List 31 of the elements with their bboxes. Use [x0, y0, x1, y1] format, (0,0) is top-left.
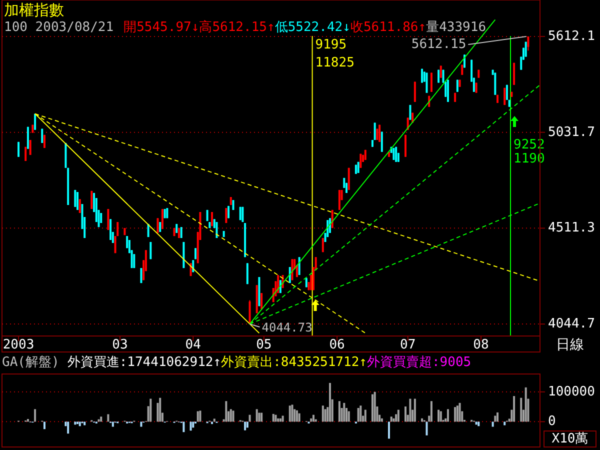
x-tick-label: 08: [473, 338, 489, 353]
annotation: 5612.15: [411, 36, 466, 52]
annotation: 9195: [315, 38, 347, 53]
y-tick-label: 4044.7: [548, 316, 595, 332]
annotation: 4044.73: [262, 320, 312, 334]
annotation: 低5522.42↓: [274, 20, 350, 35]
x-tick-label: 07: [400, 338, 416, 353]
x-axis-title: 日線: [556, 336, 584, 353]
text: 外資買賣超:9005: [366, 355, 472, 370]
annotation: 9252: [514, 138, 545, 153]
x-tick-label: 05: [256, 338, 272, 353]
chart-title: 加權指數: [4, 1, 64, 19]
y-tick-label: 5031.7: [548, 124, 595, 140]
annotation: 100 2003/08/21: [4, 20, 114, 35]
x-tick-label: 03: [112, 338, 128, 353]
annotation: 收5611.86↑: [350, 20, 426, 35]
annotation: 1190: [514, 152, 545, 167]
chart-title: GA(解盤): [2, 355, 60, 370]
y-tick-label: 100000: [548, 384, 595, 400]
annotation: 開5545.97↓高5612.15↑: [124, 19, 275, 35]
text: 外資賣出:8435251712↑: [221, 355, 367, 370]
y-tick-label: 4511.3: [548, 220, 595, 236]
x-tick-label: 04: [185, 338, 202, 353]
annotation: 量433916: [426, 20, 486, 35]
x-tick-label: 06: [329, 338, 345, 353]
y-axis-title: X10萬: [552, 432, 588, 447]
y-tick-label: 5612.1: [548, 29, 595, 44]
x-tick-label: 2003: [2, 338, 34, 353]
annotation: 11825: [315, 56, 354, 71]
y-tick-label: 0: [548, 414, 556, 430]
text: 外資買進:17441062912↑: [67, 355, 222, 370]
